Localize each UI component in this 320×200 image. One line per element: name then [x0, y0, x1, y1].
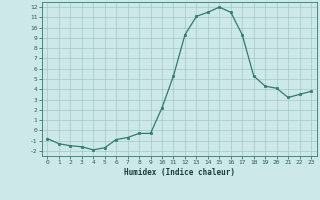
X-axis label: Humidex (Indice chaleur): Humidex (Indice chaleur): [124, 168, 235, 177]
